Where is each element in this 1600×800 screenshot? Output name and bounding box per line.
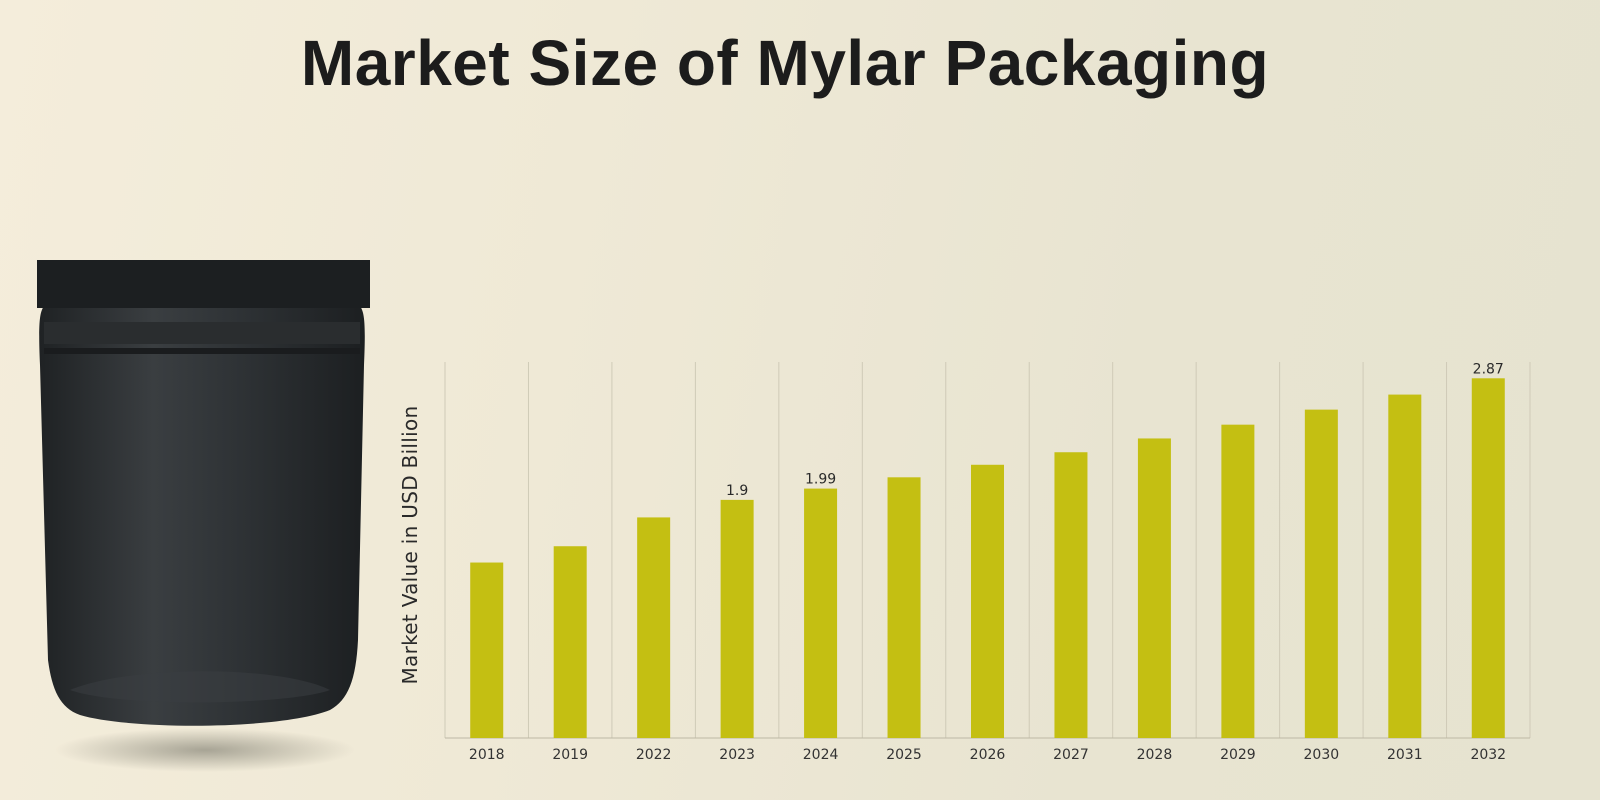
x-tick-label: 2024: [803, 747, 839, 763]
x-tick-label: 2023: [719, 747, 755, 763]
pouch-icon: [37, 260, 370, 772]
chart-title: Market Size of Mylar Packaging: [300, 27, 1270, 99]
x-tick-label: 2025: [886, 747, 922, 763]
bar-2023: [720, 499, 754, 738]
bar-2029: [1221, 424, 1255, 738]
bar-2030: [1304, 409, 1338, 738]
y-axis-label: Market Value in USD Billion: [398, 405, 422, 684]
bar-2028: [1137, 438, 1171, 738]
x-tick-label: 2026: [970, 747, 1006, 763]
bar-2031: [1388, 394, 1422, 738]
bar-chart-svg: 2018 2019 2022 2023 1.9 2024 1.99 2025 2026 2027 2…: [398, 361, 1531, 763]
mylar-pouch-image: [30, 260, 380, 790]
x-tick-label: 2019: [552, 747, 588, 763]
bar-2032: [1471, 378, 1505, 738]
x-tick-label: 2018: [469, 747, 505, 763]
x-tick-label: 2028: [1137, 747, 1173, 763]
bar-2025: [887, 477, 921, 738]
bar-2024: [804, 488, 838, 738]
x-tick-label: 2031: [1387, 747, 1423, 763]
data-label: 1.99: [805, 472, 836, 488]
data-label: 2.87: [1473, 361, 1504, 377]
x-tick-label: 2032: [1470, 747, 1506, 763]
x-tick-label: 2030: [1304, 747, 1340, 763]
bar-2026: [971, 464, 1004, 738]
bar-2022: [637, 517, 671, 738]
bar-2027: [1054, 452, 1088, 738]
x-tick-label: 2029: [1220, 747, 1256, 763]
data-label: 1.9: [726, 483, 748, 499]
bar-2019: [553, 546, 587, 738]
x-tick-label: 2022: [636, 747, 672, 763]
bar-chart: 2018 2019 2022 2023 1.9 2024 1.99 2025 2026 2027 2…: [395, 340, 1575, 790]
bar-2018: [470, 562, 504, 738]
x-tick-label: 2027: [1053, 747, 1089, 763]
